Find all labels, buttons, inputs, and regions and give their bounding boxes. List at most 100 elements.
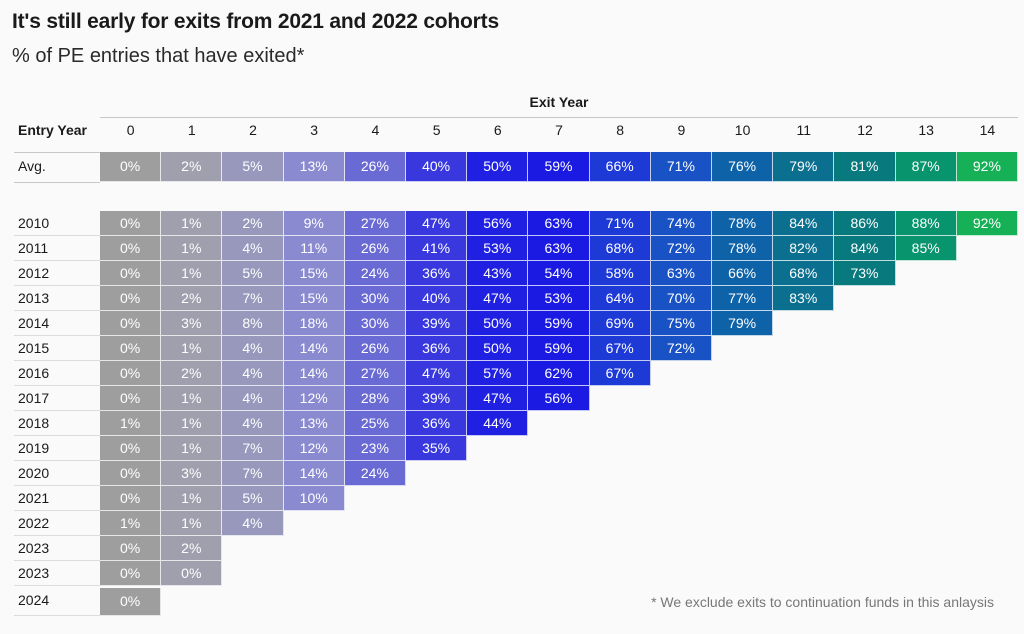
heatmap-cell: 72% bbox=[650, 236, 712, 261]
heatmap-cell: 67% bbox=[589, 361, 651, 386]
row-label: 2013 bbox=[18, 290, 50, 306]
column-header: 10 bbox=[734, 122, 751, 138]
heatmap-cell: 78% bbox=[712, 236, 774, 261]
heatmap-cell: 68% bbox=[589, 236, 651, 261]
heatmap-cell: 50% bbox=[467, 336, 529, 361]
row-rule bbox=[14, 560, 100, 561]
row-label: 2015 bbox=[18, 340, 50, 356]
column-header: 12 bbox=[857, 122, 873, 138]
chart-subtitle: % of PE entries that have exited* bbox=[12, 45, 305, 67]
row-rule bbox=[14, 585, 100, 586]
row-label: 2011 bbox=[18, 240, 49, 256]
heatmap-cell: 12% bbox=[283, 436, 345, 461]
footnote: * We exclude exits to continuation funds… bbox=[651, 594, 994, 610]
heatmap-cell: 0% bbox=[100, 561, 162, 586]
heatmap-cell: 9% bbox=[283, 211, 345, 236]
heatmap-cell: 56% bbox=[528, 386, 590, 411]
heatmap-cell: 35% bbox=[406, 436, 468, 461]
heatmap-cell: 41% bbox=[406, 236, 468, 261]
heatmap-cell: 56% bbox=[467, 211, 529, 236]
heatmap-cell: 5% bbox=[222, 261, 284, 286]
row-rule bbox=[14, 235, 100, 236]
column-header: 4 bbox=[371, 122, 380, 138]
row-label: 2018 bbox=[18, 415, 50, 431]
heatmap-cell: 86% bbox=[834, 211, 896, 236]
heatmap-cell: 5% bbox=[222, 486, 284, 511]
row-rule bbox=[14, 460, 100, 461]
heatmap-cell: 36% bbox=[406, 411, 468, 436]
column-header: 13 bbox=[918, 122, 934, 138]
heatmap-cell: 30% bbox=[344, 311, 406, 336]
row-label: 2017 bbox=[18, 390, 50, 406]
heatmap-cell: 84% bbox=[773, 211, 835, 236]
column-header: 8 bbox=[616, 122, 625, 138]
heatmap-cell: 0% bbox=[100, 436, 162, 461]
row-label: 2010 bbox=[18, 215, 50, 231]
heatmap-cell: 30% bbox=[344, 286, 406, 311]
row-rule bbox=[14, 535, 100, 536]
heatmap-cell: 82% bbox=[773, 236, 835, 261]
avg-cell: 87% bbox=[895, 152, 957, 182]
heatmap-cell: 2% bbox=[161, 536, 223, 561]
heatmap-cell: 84% bbox=[834, 236, 896, 261]
heatmap-cell: 3% bbox=[161, 461, 223, 486]
heatmap-cell: 36% bbox=[406, 261, 468, 286]
heatmap-cell: 24% bbox=[344, 461, 406, 486]
avg-cell: 66% bbox=[589, 152, 651, 182]
heatmap-cell: 28% bbox=[344, 386, 406, 411]
column-header: 1 bbox=[187, 122, 196, 138]
heatmap-cell: 10% bbox=[283, 486, 345, 511]
row-label: 2014 bbox=[18, 315, 50, 331]
column-header: 9 bbox=[677, 122, 686, 138]
heatmap-cell: 44% bbox=[467, 411, 529, 436]
avg-cell: 92% bbox=[956, 152, 1018, 182]
heatmap-cell: 12% bbox=[283, 386, 345, 411]
heatmap-cell: 25% bbox=[344, 411, 406, 436]
heatmap-cell: 0% bbox=[100, 336, 162, 361]
heatmap-cell: 40% bbox=[406, 286, 468, 311]
heatmap-cell: 27% bbox=[344, 361, 406, 386]
heatmap-cell: 54% bbox=[528, 261, 590, 286]
y-axis-label: Entry Year bbox=[18, 122, 88, 138]
heatmap-cell: 71% bbox=[589, 211, 651, 236]
heatmap-cell: 39% bbox=[406, 311, 468, 336]
column-header: 2 bbox=[249, 122, 257, 138]
heatmap-cell: 1% bbox=[161, 261, 223, 286]
chart-title: It's still early for exits from 2021 and… bbox=[12, 10, 499, 33]
avg-cell: 50% bbox=[467, 152, 529, 182]
heatmap-cell: 77% bbox=[712, 286, 774, 311]
heatmap-cell: 2% bbox=[161, 286, 223, 311]
heatmap-cell: 83% bbox=[773, 286, 835, 311]
heatmap-cell: 67% bbox=[589, 336, 651, 361]
heatmap-cell: 47% bbox=[467, 386, 529, 411]
heatmap-cell: 15% bbox=[283, 261, 345, 286]
heatmap-cell: 7% bbox=[222, 436, 284, 461]
heatmap-cell: 1% bbox=[100, 511, 162, 536]
heatmap-cell: 85% bbox=[895, 236, 957, 261]
row-rule bbox=[14, 485, 100, 486]
heatmap-cell: 58% bbox=[589, 261, 651, 286]
heatmap-cell: 11% bbox=[283, 236, 345, 261]
heatmap-cell: 2% bbox=[222, 211, 284, 236]
heatmap-cell: 69% bbox=[589, 311, 651, 336]
heatmap-cell: 36% bbox=[406, 336, 468, 361]
heatmap-cell: 4% bbox=[222, 336, 284, 361]
row-label: 2023 bbox=[18, 540, 50, 556]
row-rule bbox=[14, 335, 100, 336]
heatmap-cell: 24% bbox=[344, 261, 406, 286]
row-rule bbox=[14, 310, 100, 311]
heatmap-cell: 68% bbox=[773, 261, 835, 286]
avg-rule-top bbox=[14, 152, 100, 153]
heatmap-cell: 75% bbox=[650, 311, 712, 336]
column-header: 14 bbox=[979, 122, 996, 138]
heatmap-cell: 4% bbox=[222, 511, 284, 536]
heatmap-cell: 1% bbox=[161, 411, 223, 436]
avg-cell: 13% bbox=[283, 152, 345, 182]
heatmap-cell: 4% bbox=[222, 361, 284, 386]
row-label: 2024 bbox=[18, 592, 50, 608]
column-header: 11 bbox=[796, 122, 812, 138]
heatmap-cell: 47% bbox=[467, 286, 529, 311]
heatmap-cell: 1% bbox=[161, 336, 223, 361]
heatmap-cell: 0% bbox=[100, 211, 162, 236]
heatmap-cell: 4% bbox=[222, 411, 284, 436]
